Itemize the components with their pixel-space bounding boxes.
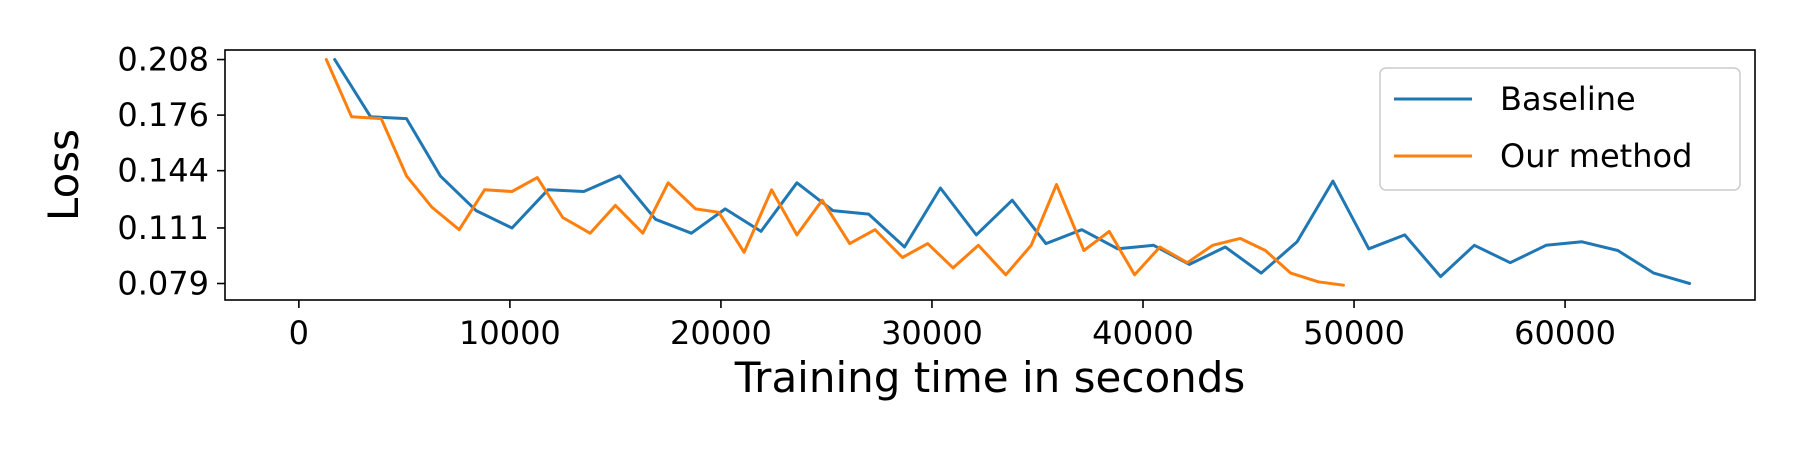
series-line-1 — [324, 58, 1345, 287]
x-tick-label: 60000 — [1514, 314, 1616, 352]
legend-label-our-method: Our method — [1500, 137, 1692, 175]
legend: Baseline Our method — [1379, 67, 1741, 191]
plot-frame — [224, 49, 1756, 301]
series-layer — [324, 58, 1692, 287]
x-tick-label: 50000 — [1303, 314, 1405, 352]
y-tick-label: 0.111 — [117, 209, 209, 247]
series-line-0 — [333, 58, 1692, 285]
x-tick-label: 40000 — [1092, 314, 1194, 352]
y-axis-title: Loss — [39, 129, 88, 221]
y-tick-label: 0.176 — [117, 96, 209, 134]
y-tick-label: 0.144 — [117, 152, 209, 190]
x-tick-label: 0 — [289, 314, 309, 352]
x-tick-label: 30000 — [881, 314, 983, 352]
legend-label-baseline: Baseline — [1500, 80, 1636, 118]
y-tick-label: 0.079 — [117, 265, 209, 303]
x-tick-label: 20000 — [670, 314, 772, 352]
x-axis: 0 10000 20000 30000 40000 50000 60000 — [289, 300, 1616, 352]
x-tick-label: 10000 — [459, 314, 561, 352]
y-axis: 0.079 0.111 0.144 0.176 0.208 — [117, 41, 225, 303]
x-axis-title: Training time in seconds — [734, 353, 1246, 402]
y-tick-label: 0.208 — [117, 41, 209, 79]
